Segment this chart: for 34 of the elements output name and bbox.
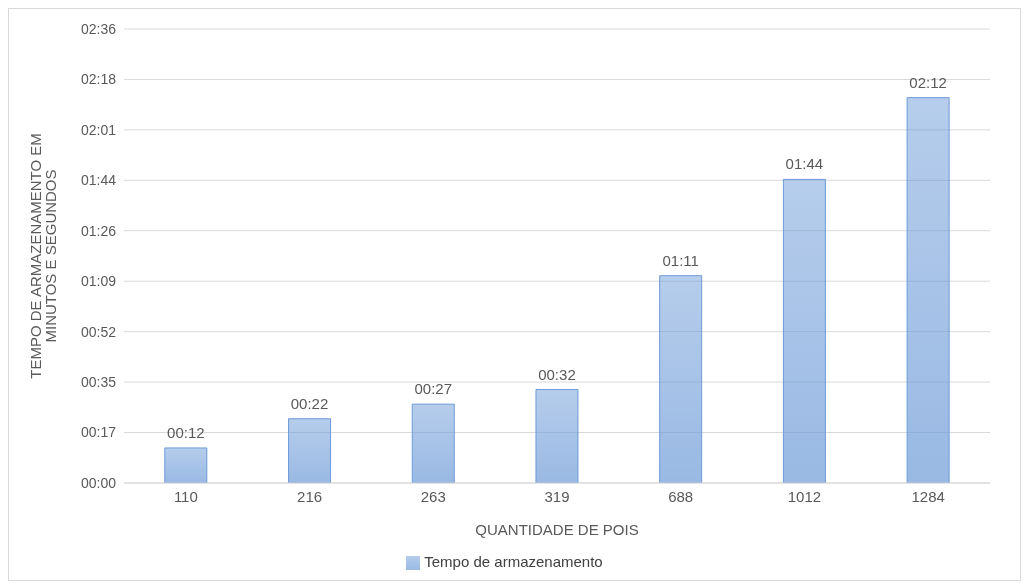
y-tick-label: 00:00 bbox=[80, 474, 117, 491]
bar bbox=[411, 403, 455, 483]
y-tick-label: 02:01 bbox=[80, 121, 117, 138]
x-tick-label: 1284 bbox=[911, 487, 945, 505]
y-axis-title: TEMPO DE ARMAZENAMENTO EM MINUTOS E SEGUNDOS bbox=[26, 133, 59, 379]
data-label: 01:44 bbox=[785, 155, 824, 173]
bar bbox=[782, 178, 826, 483]
x-tick-label: 688 bbox=[668, 487, 694, 505]
data-label: 01:11 bbox=[662, 251, 699, 269]
data-label: 00:32 bbox=[538, 365, 576, 383]
y-tick-label: 00:17 bbox=[80, 424, 117, 441]
data-label: 02:12 bbox=[909, 73, 947, 91]
data-label: 00:22 bbox=[290, 394, 329, 412]
x-tick-label: 319 bbox=[544, 487, 570, 505]
x-axis-title: QUANTIDADE DE POIS bbox=[475, 520, 639, 538]
x-tick-label: 110 bbox=[173, 487, 198, 505]
x-tick-label: 263 bbox=[420, 487, 446, 505]
y-tick-label: 01:44 bbox=[80, 172, 117, 189]
y-tick-label: 00:35 bbox=[80, 374, 117, 391]
bar bbox=[535, 389, 579, 483]
y-tick-label: 00:52 bbox=[80, 323, 117, 340]
bar bbox=[906, 97, 950, 483]
bar bbox=[164, 447, 208, 483]
y-tick-label: 01:09 bbox=[80, 273, 117, 290]
bar bbox=[288, 418, 332, 483]
x-tick-label: 1012 bbox=[787, 487, 822, 505]
data-label: 00:12 bbox=[167, 423, 205, 441]
x-tick-label: 216 bbox=[297, 487, 323, 505]
y-tick-label: 01:26 bbox=[80, 222, 117, 239]
data-label: 00:27 bbox=[414, 380, 453, 398]
y-tick-label: 02:36 bbox=[80, 20, 117, 37]
bar bbox=[659, 275, 703, 483]
legend-label: Tempo de armazenamento bbox=[424, 552, 603, 570]
y-tick-label: 02:18 bbox=[80, 71, 117, 88]
